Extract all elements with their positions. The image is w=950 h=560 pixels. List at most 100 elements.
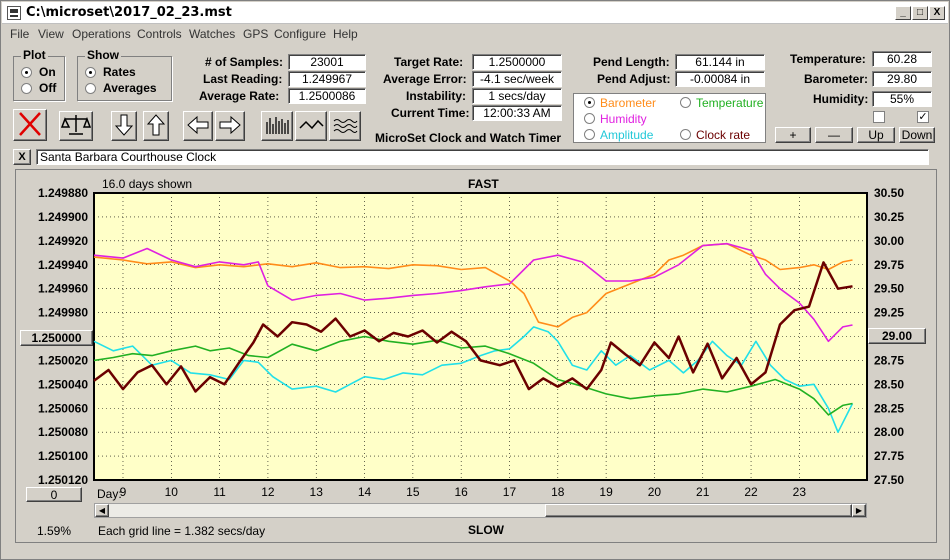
arrow-up-button[interactable]: [143, 111, 169, 141]
left-tick-label: 1.249960: [38, 282, 88, 296]
down-button[interactable]: Down: [899, 127, 935, 143]
right-tick-label: 30.50: [874, 186, 904, 200]
left-tick-label: 1.250080: [38, 425, 88, 439]
x-tick-label: 10: [165, 485, 179, 499]
x-axis-label: Day:: [97, 487, 122, 501]
clock-name-field[interactable]: Santa Barbara Courthouse Clock: [36, 149, 929, 165]
target-rate-field[interactable]: 1.2500000: [472, 54, 562, 70]
instability-label: Instability:: [406, 89, 467, 103]
wave-view-button[interactable]: [329, 111, 361, 141]
x-tick-label: 23: [793, 485, 807, 499]
x-tick-label: 13: [310, 485, 324, 499]
x-tick-label: 22: [744, 485, 758, 499]
show-rates-label: Rates: [103, 65, 136, 79]
average-rate-value: 1.2500086: [288, 88, 366, 104]
multi-wave-icon: [333, 119, 358, 133]
window-title: C:\microset\2017_02_23.mst: [26, 5, 232, 20]
horizontal-scrollbar[interactable]: ◀ ▶: [94, 503, 867, 518]
scroll-left-button[interactable]: ◀: [95, 504, 109, 517]
days-shown-label: 16.0 days shown: [102, 177, 193, 191]
app-name-label: MicroSet Clock and Watch Timer: [375, 131, 562, 145]
last-reading-value: 1.249967: [288, 71, 366, 87]
plot-group-title: Plot: [21, 48, 48, 62]
barometer-radio[interactable]: [584, 97, 595, 108]
arrow-down-button[interactable]: [111, 111, 137, 141]
current-time-value: 12:00:33 AM: [472, 105, 562, 121]
series-humidity-line: [93, 242, 853, 343]
left-tick-label: 1.250100: [38, 449, 88, 463]
plot-on-radio[interactable]: [21, 67, 32, 78]
right-tick-label: 27.50: [874, 473, 904, 487]
fast-label: FAST: [468, 177, 499, 191]
right-tick-label: 28.00: [874, 425, 904, 439]
temperature-value: 60.28: [872, 51, 932, 67]
menu-help[interactable]: Help: [333, 27, 358, 41]
show-averages-radio[interactable]: [85, 83, 96, 94]
up-button[interactable]: Up: [857, 127, 895, 143]
humidity-option-label: Humidity: [600, 112, 647, 126]
menu-view[interactable]: View: [38, 27, 64, 41]
bars-view-button[interactable]: [261, 111, 293, 141]
balance-button[interactable]: [59, 111, 93, 141]
x-tick-label: 16: [454, 485, 468, 499]
stop-button[interactable]: [13, 109, 47, 141]
clockrate-radio[interactable]: [680, 129, 691, 140]
minimize-button[interactable]: _: [895, 6, 911, 20]
menu-controls[interactable]: Controls: [137, 27, 182, 41]
pend-adjust-label: Pend Adjust:: [597, 72, 671, 86]
series-amplitude-line: [93, 326, 854, 434]
right-tick-label: 29.75: [874, 258, 904, 272]
average-error-label: Average Error:: [383, 72, 467, 86]
humidity-value: 55%: [872, 91, 932, 107]
menu-file[interactable]: File: [10, 27, 30, 41]
right-tick-label: 29.25: [874, 306, 904, 320]
option-checkbox-1[interactable]: [873, 111, 885, 123]
right-tick-label: 28.75: [874, 353, 904, 367]
scroll-right-button[interactable]: ▶: [852, 504, 866, 517]
left-tick-label: 1.249940: [38, 258, 88, 272]
balance-scale-icon: [60, 115, 92, 135]
menu-gps[interactable]: GPS: [243, 27, 269, 41]
humidity-radio[interactable]: [584, 113, 595, 124]
humidity-label: Humidity:: [813, 92, 869, 106]
menu-operations[interactable]: Operations: [72, 27, 131, 41]
close-button[interactable]: X: [929, 6, 945, 20]
plot-off-radio[interactable]: [21, 83, 32, 94]
chart-panel: 16.0 days shown FAST SLOW 1.59% Each gri…: [15, 169, 937, 543]
amplitude-radio[interactable]: [584, 129, 595, 140]
right-tick-label: 30.25: [874, 210, 904, 224]
plus-button[interactable]: +: [775, 127, 811, 143]
x-tick-label: 18: [551, 485, 565, 499]
plot-area: [93, 192, 868, 481]
show-averages-label: Averages: [103, 81, 157, 95]
samples-label: # of Samples:: [205, 55, 284, 69]
option-checkbox-2[interactable]: ✓: [917, 111, 929, 123]
left-tick-label: 1.249980: [38, 306, 88, 320]
samples-value: 23001: [288, 54, 366, 70]
show-group: [77, 56, 172, 101]
x-tick-label: 15: [406, 485, 420, 499]
last-reading-label: Last Reading:: [203, 72, 283, 86]
x-tick-label: 11: [213, 485, 226, 499]
clear-name-button[interactable]: X: [13, 149, 31, 165]
menu-watches[interactable]: Watches: [189, 27, 236, 41]
series-clock-rate-line: [93, 261, 853, 393]
scroll-thumb[interactable]: [545, 504, 852, 517]
x-tick-label: 17: [503, 485, 517, 499]
minus-button[interactable]: —: [815, 127, 853, 143]
barometer-label: Barometer:: [804, 72, 869, 86]
menu-configure[interactable]: Configure: [274, 27, 327, 41]
arrow-right-button[interactable]: [215, 111, 245, 141]
line-view-button[interactable]: [295, 111, 327, 141]
average-error-value: -4.1 sec/week: [472, 71, 562, 87]
right-axis-center-button[interactable]: 29.00: [868, 328, 926, 344]
arrow-left-button[interactable]: [183, 111, 213, 141]
show-rates-radio[interactable]: [85, 67, 96, 78]
maximize-button[interactable]: □: [912, 6, 928, 20]
left-axis-center-button[interactable]: 1.250000: [20, 330, 93, 346]
temperature-radio[interactable]: [680, 97, 691, 108]
left-tick-label: 1.250120: [38, 473, 88, 487]
pend-adjust-value: -0.00084 in: [675, 71, 765, 87]
plot-ticks: 1.249880 30.50 1.249900 30.25 1.249920 30.00 1…: [38, 186, 904, 499]
zero-button[interactable]: 0: [26, 487, 82, 502]
